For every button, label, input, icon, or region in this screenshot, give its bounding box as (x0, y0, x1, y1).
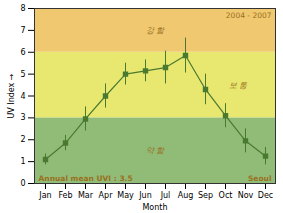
svg-text:Jun: Jun (138, 191, 152, 200)
svg-text:Dec: Dec (258, 191, 273, 200)
svg-text:7: 7 (20, 26, 25, 35)
svg-text:Jul: Jul (160, 191, 171, 200)
svg-text:4: 4 (20, 92, 25, 101)
svg-text:0: 0 (20, 179, 25, 188)
svg-text:Nov: Nov (238, 191, 254, 200)
svg-text:강 함: 강 함 (146, 26, 166, 35)
svg-text:Mar: Mar (78, 191, 94, 200)
svg-text:2004 - 2007: 2004 - 2007 (226, 11, 272, 20)
svg-text:Aug: Aug (178, 191, 194, 200)
svg-text:Annual mean UVI : 3.5: Annual mean UVI : 3.5 (39, 174, 133, 183)
svg-text:UV Index →: UV Index → (7, 73, 16, 118)
svg-text:Oct: Oct (219, 191, 233, 200)
svg-text:5: 5 (20, 70, 25, 79)
svg-text:May: May (117, 191, 134, 200)
svg-text:1: 1 (20, 157, 25, 166)
svg-text:Sep: Sep (198, 191, 213, 200)
svg-text:보 통: 보 통 (229, 81, 249, 90)
svg-text:Month: Month (142, 203, 167, 212)
svg-text:2: 2 (20, 135, 25, 144)
svg-text:3: 3 (20, 113, 25, 122)
svg-text:Apr: Apr (99, 191, 114, 200)
svg-text:Jan: Jan (38, 191, 51, 200)
svg-text:Seoul: Seoul (248, 174, 272, 183)
svg-text:8: 8 (20, 4, 25, 13)
svg-text:약 함: 약 함 (146, 146, 166, 155)
svg-text:Feb: Feb (58, 191, 72, 200)
svg-text:6: 6 (20, 48, 25, 57)
